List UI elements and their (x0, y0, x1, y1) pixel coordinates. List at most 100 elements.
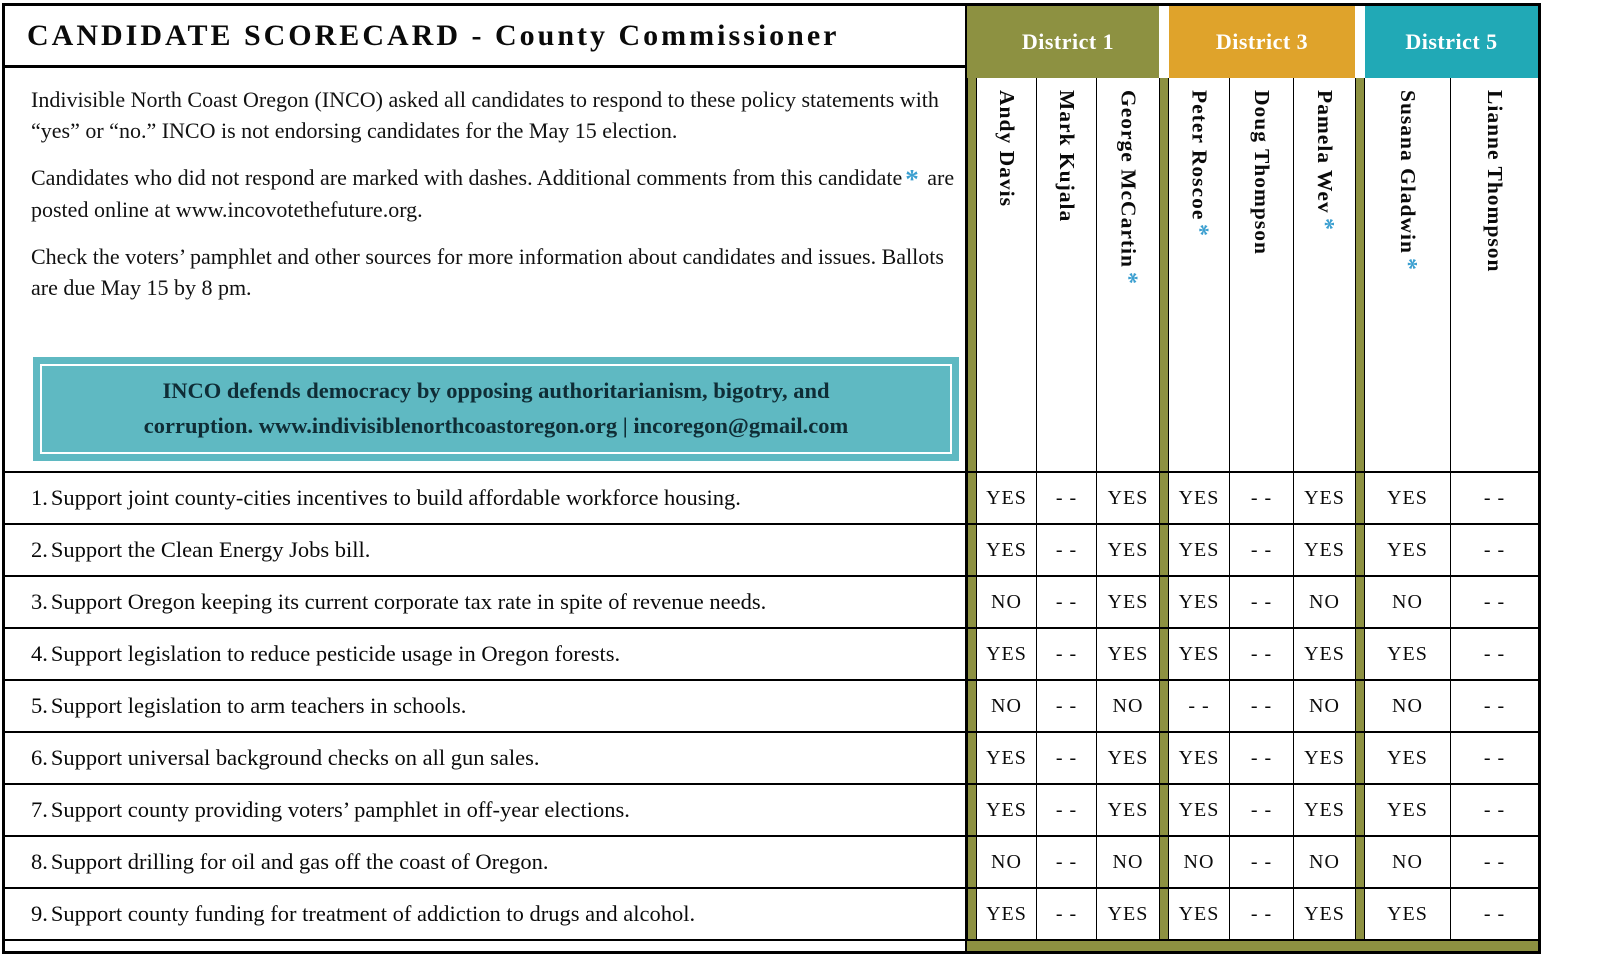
question-number: 3. (31, 589, 48, 614)
answer-cell: YES (1107, 798, 1149, 821)
answer-cell: NO (1309, 694, 1340, 717)
district-separator-bar (1159, 6, 1169, 471)
inco-banner: INCO defends democracy by opposing autho… (33, 357, 959, 461)
intro-paragraph-1: Indivisible North Coast Oregon (INCO) as… (31, 87, 939, 144)
answer-cell: YES (1169, 473, 1230, 523)
question-text: Support county providing voters’ pamphle… (50, 797, 630, 822)
district-separator-bar (1159, 525, 1169, 575)
answer-cell: NO (1365, 577, 1451, 627)
district-3-header: District 3 (1169, 6, 1355, 78)
question-row-2: 2. Support the Clean Energy Jobs bill. YE… (5, 523, 1538, 575)
district-5-header: District 5 (1365, 6, 1538, 78)
district-separator-bar (1159, 629, 1169, 679)
answer-cell: NO (977, 577, 1037, 627)
answer-cell: - - (1483, 694, 1506, 717)
answer-cell: NO (1112, 850, 1144, 873)
district-separator-bar (1159, 785, 1169, 835)
answer-cell: - - (1230, 577, 1294, 627)
intro-paragraph-2-text: Candidates who did not respond are marke… (31, 165, 903, 191)
district-separator-bar (967, 889, 977, 939)
question-cell: 1. Support joint county-cities incentives… (5, 473, 967, 523)
candidate-asterisk: * (1186, 224, 1213, 238)
banner-line-1: INCO defends democracy by opposing autho… (162, 378, 830, 404)
answer-cell: NO (977, 837, 1037, 887)
answer-cell: - - (1230, 889, 1294, 939)
candidate-column-susana-gladwin: Susana Gladwin* (1365, 78, 1451, 471)
intro-paragraph-3: Check the voters’ pamphlet and other sou… (31, 243, 944, 301)
candidate-name: Andy Davis (995, 90, 1019, 207)
answer-cell: YES (1107, 746, 1149, 769)
intro-paragraph-2-tail: are posted online at www.incovotethefutu… (31, 165, 955, 222)
question-cell: 5. Support legislation to arm teachers in… (5, 681, 967, 731)
district-separator-bar (1355, 837, 1365, 887)
district-separator-bar (967, 785, 977, 835)
intro-paragraph-2: Candidates who did not respond are marke… (31, 162, 955, 224)
answer-cell: YES (1304, 642, 1345, 665)
district-3-group: District 3 Peter Roscoe* Doug Thompson P… (1169, 6, 1355, 471)
answer-cell: YES (1304, 538, 1345, 561)
question-text: Support county funding for treatment of … (50, 901, 696, 926)
answer-cell: YES (1107, 486, 1149, 509)
answer-cell: - - (1483, 746, 1506, 769)
district-separator-bar (1355, 525, 1365, 575)
candidate-asterisk: * (1115, 271, 1142, 285)
asterisk-icon: * (905, 164, 919, 195)
answer-cell: YES (1365, 473, 1451, 523)
candidate-column-pamela-wev: Pamela Wev* (1294, 78, 1355, 471)
answer-cell: YES (1169, 629, 1230, 679)
answer-cell: YES (1365, 629, 1451, 679)
candidate-column-peter-roscoe: Peter Roscoe* (1169, 78, 1230, 471)
district-separator-bar (1355, 473, 1365, 523)
question-cell: 3. Support Oregon keeping its current cor… (5, 577, 967, 627)
banner-line-2: corruption. www.indivisiblenorthcoastore… (143, 413, 849, 439)
answer-cell: YES (977, 629, 1037, 679)
answer-cell: - - (1230, 681, 1294, 731)
answer-cell: - - (1169, 681, 1230, 731)
answer-cell: YES (1365, 525, 1451, 575)
answer-cell: YES (1169, 785, 1230, 835)
question-text: Support legislation to reduce pesticide … (50, 641, 621, 666)
answer-cell: NO (1112, 694, 1144, 717)
question-text: Support drilling for oil and gas off the… (50, 849, 549, 874)
question-number: 4. (31, 641, 48, 666)
answer-cell: - - (1037, 889, 1097, 939)
answer-cell: YES (1169, 577, 1230, 627)
answer-cell: YES (1365, 889, 1451, 939)
answer-cell: NO (1169, 837, 1230, 887)
answer-cell: - - (1037, 629, 1097, 679)
answer-cell: YES (1107, 902, 1149, 925)
question-number: 5. (31, 693, 48, 718)
candidate-name: Doug Thompson (1250, 90, 1274, 255)
answer-cell: YES (1304, 798, 1345, 821)
district-5-group: District 5 Susana Gladwin* Lianne Thomps… (1365, 6, 1538, 471)
candidate-name: Pamela Wev* (1312, 90, 1338, 231)
answer-cell: - - (1230, 525, 1294, 575)
question-row-9: 9. Support county funding for treatment o… (5, 887, 1538, 939)
answer-cell: - - (1230, 629, 1294, 679)
district-separator-bar (1159, 889, 1169, 939)
district-separator-bar (967, 6, 977, 471)
answer-cell: - - (1037, 525, 1097, 575)
answer-cell: - - (1483, 902, 1506, 925)
answer-cell: - - (1037, 681, 1097, 731)
question-number: 6. (31, 745, 48, 770)
district-separator-bar (967, 733, 977, 783)
question-cell: 4. Support legislation to reduce pesticid… (5, 629, 967, 679)
intro-paragraphs: Indivisible North Coast Oregon (INCO) as… (5, 68, 965, 319)
district-separator-bar (967, 629, 977, 679)
answer-cell: - - (1037, 473, 1097, 523)
answer-cell: - - (1037, 785, 1097, 835)
bottom-bar (5, 939, 1538, 951)
candidate-name: Peter Roscoe* (1186, 90, 1213, 238)
answer-cell: YES (1107, 642, 1149, 665)
answer-cell: YES (1169, 525, 1230, 575)
district-separator-bar (1355, 733, 1365, 783)
bottom-bar-olive (967, 941, 1538, 951)
question-rows: 1. Support joint county-cities incentives… (5, 471, 1538, 939)
answer-cell: YES (1304, 486, 1345, 509)
question-row-7: 7. Support county providing voters’ pamph… (5, 783, 1538, 835)
answer-cell: NO (1365, 681, 1451, 731)
district-1-header: District 1 (977, 6, 1159, 78)
page-title: CANDIDATE SCORECARD - County Commissione… (5, 6, 965, 68)
district-separator-bar (967, 577, 977, 627)
